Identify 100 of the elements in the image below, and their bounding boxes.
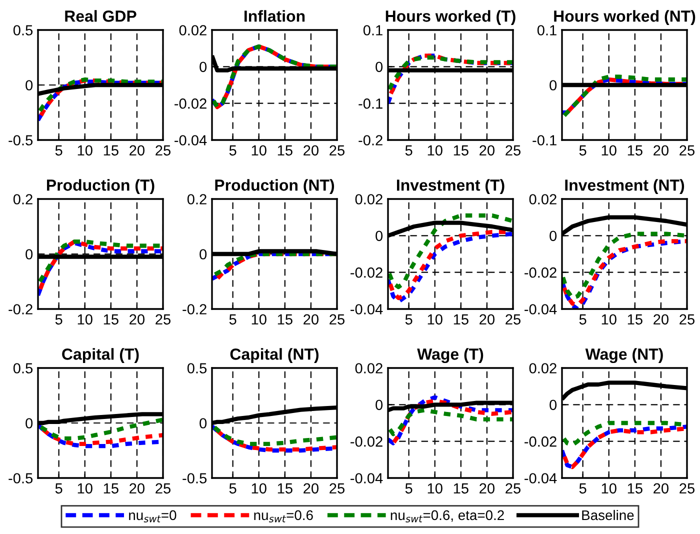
x-tick-label: 10 [78,145,92,156]
x-tick-label: 5 [229,483,236,494]
x-tick-label: 20 [654,145,668,156]
x-tick-label: 10 [252,483,266,494]
x-tick-label: 15 [104,314,118,325]
x-tick-label: 15 [278,483,292,494]
y-tick-label: -0.04 [524,473,557,484]
x-tick-label: 10 [78,314,92,325]
y-tick-label: -0.04 [174,135,207,146]
y-tick-label: -0.02 [524,267,556,278]
y-tick-label: -0.02 [350,436,382,447]
y-tick-label: 0.5 [13,363,33,374]
chart-title: Hours worked (NT) [554,10,696,25]
x-tick-label: 5 [405,483,412,494]
x-tick-label: 5 [55,145,62,156]
y-tick-label: -0.1 [532,135,556,146]
y-tick-label: 0.02 [355,363,382,374]
legend-label: nu$_{swt}$=0 [129,510,176,522]
x-tick-label: 20 [654,314,668,325]
chart-title: Capital (NT) [230,348,319,363]
legend-label: nu$_{swt}$=0.6, eta=0.2 [390,510,504,522]
x-tick-label: 25 [506,314,520,325]
chart-title: Real GDP [65,10,136,22]
x-tick-label: 5 [229,145,236,156]
y-tick-label: 0.2 [187,194,206,204]
y-tick-label: -0.1 [358,98,382,109]
line-series [38,418,163,440]
x-tick-label: 25 [330,145,344,156]
legend-label: Baseline [582,510,634,520]
x-tick-label: 20 [130,314,144,325]
y-tick-label: 0 [26,249,33,260]
y-tick-label: 0.1 [537,25,556,36]
chart-title: Production (T) [47,179,154,194]
x-tick-label: 10 [78,483,92,494]
y-tick-label: 0.1 [363,25,382,36]
line-series [388,213,513,290]
y-tick-label: 0.02 [529,363,556,374]
chart-title: Wage (NT) [585,348,663,364]
y-tick-label: -0.5 [8,473,33,484]
x-tick-label: 20 [130,483,144,494]
x-tick-label: 10 [602,145,616,156]
legend-label: nu$_{swt}$=0.6 [254,510,313,522]
x-tick-label: 10 [252,145,266,156]
chart-title: Inflation [244,10,305,22]
x-tick-label: 10 [428,314,442,325]
y-tick-label: -0.2 [358,135,382,146]
x-tick-label: 5 [579,314,586,325]
x-tick-label: 15 [628,145,642,156]
x-tick-label: 20 [654,483,668,494]
line-series [388,408,513,436]
x-tick-label: 25 [156,145,170,156]
y-tick-label: -0.02 [350,267,382,278]
x-tick-label: 20 [304,483,318,494]
y-tick-label: 0.02 [355,194,382,204]
chart-title: Investment (NT) [565,179,684,194]
x-tick-label: 25 [156,483,170,494]
y-tick-label: 0 [26,80,33,90]
x-tick-label: 20 [304,145,318,156]
chart-title: Investment (T) [396,179,504,194]
x-tick-label: 20 [304,314,318,325]
line-series [562,232,687,300]
x-tick-label: 15 [454,314,468,325]
chart-title: Hours worked (T) [386,10,516,25]
chart-title: Capital (T) [62,348,139,363]
x-tick-label: 5 [55,314,62,325]
x-tick-label: 25 [330,483,344,494]
y-tick-label: 0 [376,400,383,410]
y-tick-label: -0.5 [8,135,33,146]
y-tick-label: 0 [550,80,557,90]
y-tick-label: 0 [200,418,207,428]
x-tick-label: 25 [156,314,170,325]
y-tick-label: -0.5 [182,473,207,484]
x-tick-label: 5 [405,314,412,325]
y-tick-label: -0.2 [182,304,206,314]
y-tick-label: 0 [376,230,383,242]
x-tick-label: 5 [579,483,586,494]
x-tick-label: 5 [579,145,586,156]
chart-title: Production (NT) [215,179,334,194]
x-tick-label: 5 [405,145,412,156]
x-tick-label: 15 [104,483,118,494]
x-tick-label: 15 [454,483,468,494]
x-tick-label: 15 [278,145,292,156]
x-tick-label: 20 [130,145,144,156]
y-tick-label: 0.5 [187,363,207,374]
y-tick-label: 0 [26,418,33,428]
y-tick-label: 0 [550,230,557,242]
x-tick-label: 10 [602,314,616,325]
line-series [212,44,337,110]
x-tick-label: 25 [680,145,694,156]
y-tick-label: 0 [200,249,207,260]
x-tick-label: 15 [104,145,118,156]
x-tick-label: 20 [480,145,494,156]
x-tick-label: 15 [454,145,468,156]
x-tick-label: 20 [480,483,494,494]
y-tick-label: 0.2 [13,194,32,204]
y-tick-label: 0.5 [13,25,33,36]
y-tick-label: 0 [550,400,557,410]
y-tick-label: 0.02 [179,25,206,36]
chart-title: Wage (T) [417,348,484,364]
x-tick-label: 25 [506,483,520,494]
